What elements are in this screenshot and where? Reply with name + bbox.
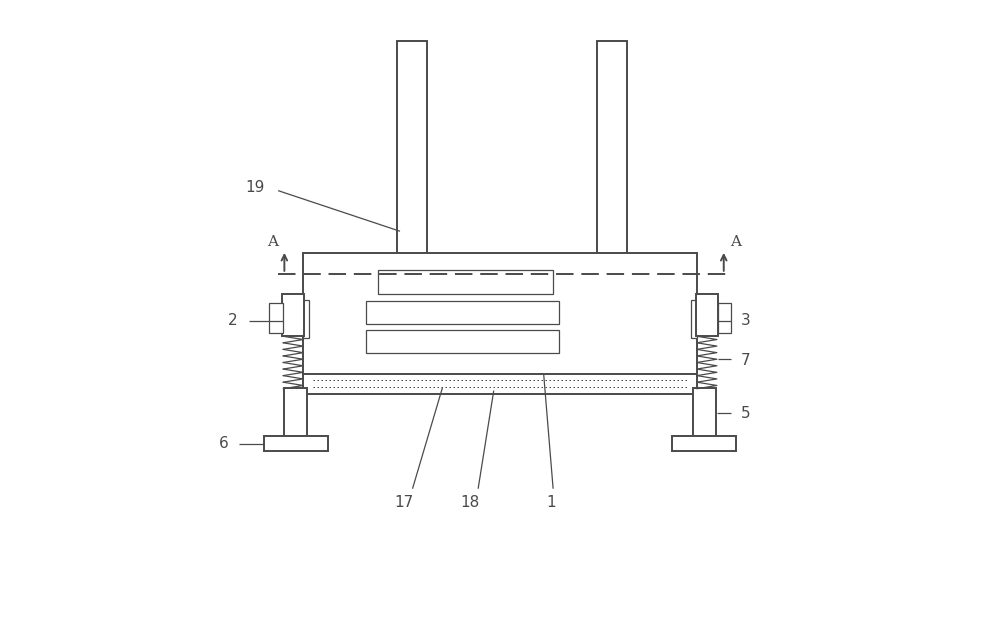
Text: 17: 17	[395, 495, 414, 510]
Bar	[691, 300, 697, 338]
Bar	[366, 301, 559, 324]
Text: 3: 3	[741, 313, 750, 328]
Bar	[303, 253, 697, 375]
Bar	[269, 302, 283, 332]
Bar	[397, 41, 427, 266]
Text: 7: 7	[741, 353, 750, 368]
Text: 1: 1	[546, 495, 556, 510]
Text: 18: 18	[460, 495, 480, 510]
Bar	[597, 41, 627, 266]
Bar	[672, 436, 736, 451]
Text: 5: 5	[741, 406, 750, 421]
Text: 2: 2	[228, 313, 237, 328]
Bar	[303, 300, 309, 338]
Bar	[693, 388, 716, 438]
Text: 19: 19	[245, 180, 265, 195]
Text: 6: 6	[219, 436, 229, 451]
Bar	[378, 270, 553, 294]
Bar	[303, 374, 697, 394]
Bar	[696, 294, 718, 336]
Text: A: A	[730, 235, 741, 249]
Bar	[282, 294, 304, 336]
Bar	[264, 436, 328, 451]
Bar	[366, 330, 559, 353]
Text: A: A	[267, 235, 278, 249]
Bar	[718, 302, 731, 332]
Bar	[284, 388, 307, 438]
